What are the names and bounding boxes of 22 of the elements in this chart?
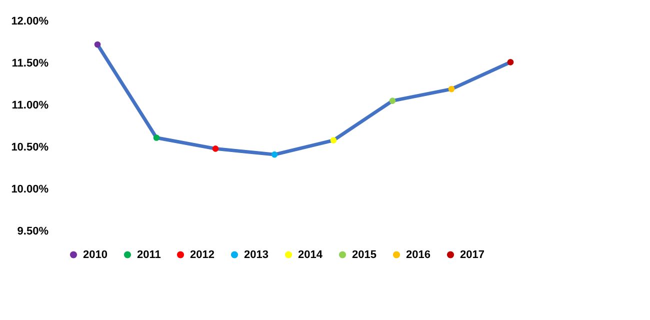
point: [271, 151, 278, 158]
point: [448, 86, 455, 92]
legend-label: 2013: [244, 248, 268, 261]
point: [94, 41, 101, 48]
legend-label: 2017: [460, 248, 484, 261]
legend-label: 2014: [298, 248, 324, 261]
legend-label: 2012: [190, 248, 214, 261]
legend-label: 2016: [406, 248, 430, 261]
legend-label: 2011: [137, 248, 161, 261]
y-tick-label: 11.00%: [12, 100, 49, 112]
legend-label: 2015: [352, 248, 376, 261]
y-tick-label: 11.50%: [12, 58, 49, 70]
y-tick-label: 12.00%: [11, 16, 49, 28]
point: [389, 98, 396, 104]
point: [153, 134, 160, 141]
point: [212, 146, 219, 152]
point: [507, 59, 514, 66]
y-tick-label: 10.50%: [11, 142, 49, 154]
point: [330, 137, 337, 144]
y-tick-label: 10.00%: [11, 184, 49, 196]
y-tick-label: 9.50%: [17, 226, 49, 238]
legend-label: 2010: [83, 248, 108, 261]
